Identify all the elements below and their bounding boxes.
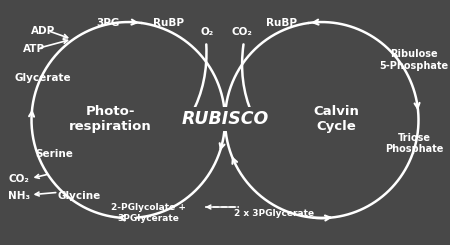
- Text: ATP: ATP: [22, 44, 45, 54]
- Text: Photo-
respiration: Photo- respiration: [69, 105, 152, 133]
- Text: CO₂: CO₂: [232, 27, 252, 37]
- Text: Calvin
Cycle: Calvin Cycle: [314, 105, 360, 133]
- Text: RUBISCO: RUBISCO: [181, 110, 269, 128]
- Text: O₂: O₂: [200, 27, 214, 37]
- Text: 2 x 3PGlycerate: 2 x 3PGlycerate: [234, 209, 315, 218]
- Text: ADP: ADP: [31, 26, 55, 36]
- Text: 2-PGlycolate +
3PGlycerate: 2-PGlycolate + 3PGlycerate: [111, 203, 186, 223]
- Text: RuBP: RuBP: [266, 18, 297, 28]
- Text: Glycerate: Glycerate: [14, 74, 71, 83]
- Text: Glycine: Glycine: [57, 191, 100, 201]
- Text: Triose
Phosphate: Triose Phosphate: [385, 133, 443, 154]
- Text: Serine: Serine: [35, 149, 73, 159]
- Text: CO₂: CO₂: [9, 174, 29, 184]
- Text: NH₃: NH₃: [8, 191, 30, 201]
- Text: 3PG: 3PG: [96, 18, 120, 28]
- Text: RuBP: RuBP: [153, 18, 184, 28]
- Text: Ribulose
5-Phosphate: Ribulose 5-Phosphate: [379, 49, 449, 71]
